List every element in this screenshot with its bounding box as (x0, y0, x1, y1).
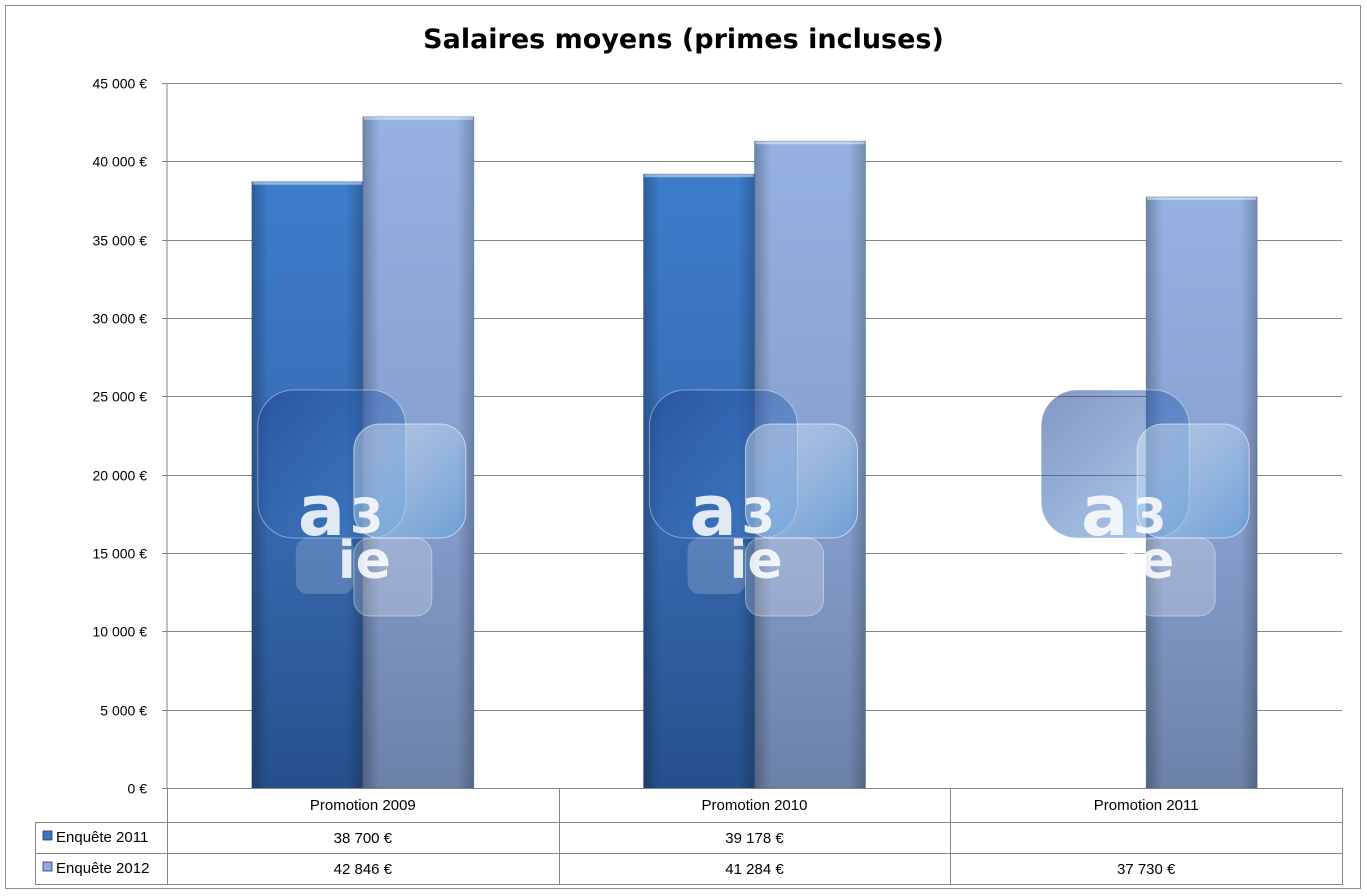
watermark-logo: a 3ie (649, 389, 858, 617)
svg-text:a: a (1081, 470, 1128, 552)
svg-text:3: 3 (1133, 489, 1166, 545)
legend-series-label: Enquête 2012 (56, 860, 149, 877)
category-label: Promotion 2011 (1094, 797, 1199, 814)
svg-text:ie: ie (730, 531, 783, 591)
svg-text:ie: ie (1121, 531, 1174, 591)
data-value-label: 42 846 € (334, 861, 393, 878)
legend-series-label: Enquête 2011 (56, 829, 148, 846)
category-label: Promotion 2010 (702, 797, 808, 814)
data-value-label: 41 284 € (725, 861, 784, 878)
y-tick-label: 5 000 € (100, 703, 147, 719)
y-tick-label: 30 000 € (93, 311, 148, 327)
data-value-label: 37 730 € (1117, 861, 1176, 878)
svg-text:3: 3 (350, 489, 383, 545)
data-value-label: 39 178 € (725, 830, 784, 847)
chart-title: Salaires moyens (primes incluses) (423, 24, 944, 55)
watermark-logo: a 3ie (1040, 389, 1250, 617)
svg-text:ie: ie (338, 531, 391, 591)
svg-text:a: a (298, 470, 345, 552)
y-tick-label: 20 000 € (93, 468, 148, 484)
y-tick-label: 10 000 € (93, 624, 148, 640)
y-tick-label: 40 000 € (93, 154, 148, 170)
y-tick-label: 45 000 € (93, 76, 148, 92)
category-label: Promotion 2009 (310, 797, 416, 814)
data-table: Promotion 2009 Promotion 2010 Promotion 20… (35, 788, 1343, 885)
y-tick-label: 15 000 € (93, 546, 148, 562)
y-axis-ticks: 0 € 5 000 € 10 000 € 15 000 € 20 000 € 25 000… (93, 76, 148, 797)
svg-text:3: 3 (742, 489, 775, 545)
y-tick-label: 0 € (128, 781, 148, 797)
legend-key (42, 830, 53, 841)
watermark-logo: a 3ie (257, 389, 467, 617)
y-tick-label: 35 000 € (93, 233, 148, 249)
data-value-label: 38 700 € (334, 830, 393, 847)
svg-text:a: a (690, 470, 737, 552)
legend-key (42, 861, 53, 872)
y-tick-label: 25 000 € (93, 389, 148, 405)
table-row-border (35, 822, 1343, 854)
